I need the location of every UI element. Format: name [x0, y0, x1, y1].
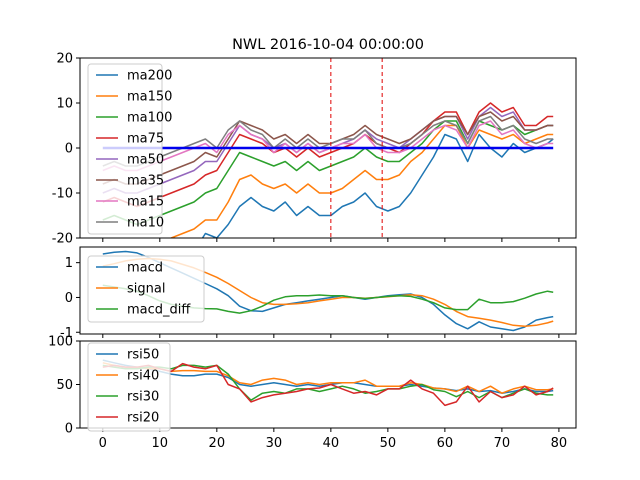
legend-box: [87, 342, 171, 432]
axes-frame: [79, 340, 577, 429]
y-tick-label: -20: [52, 232, 73, 247]
legend-label-rsi20: rsi20: [127, 411, 159, 426]
y-tick-label: 20: [56, 52, 73, 67]
legend-box: [87, 63, 163, 235]
series-line-rsi40: [102, 362, 554, 394]
subplot-2: -1 0 1 macd signal macd_diff: [60, 246, 577, 341]
y-tick-label: -1: [60, 326, 73, 341]
y-tick-label: 0: [65, 142, 73, 157]
legend: macd signal macd_diff: [87, 255, 205, 323]
legend-label-ma150: ma150: [127, 90, 172, 105]
x-tick-label: 20: [209, 436, 226, 451]
legend-label-ma15: ma15: [127, 195, 164, 210]
legend-label-rsi30: rsi30: [127, 390, 159, 405]
legend-label-ma35: ma35: [127, 174, 164, 189]
x-tick-label: 70: [494, 436, 511, 451]
plot-area: [102, 58, 554, 238]
y-tick-label: 50: [56, 378, 73, 393]
chart-title: NWL 2016-10-04 00:00:00: [232, 37, 424, 53]
x-tick-label: 80: [551, 436, 568, 451]
legend-label-signal: signal: [127, 282, 165, 297]
x-tick-label: 60: [437, 436, 454, 451]
legend-label-ma50: ma50: [127, 153, 164, 168]
legend-label-ma10: ma10: [127, 216, 164, 231]
y-tick-label: 100: [48, 335, 73, 350]
legend-label-ma200: ma200: [127, 69, 172, 84]
legend-label-ma100: ma100: [127, 111, 172, 126]
x-tick-label: 50: [380, 436, 397, 451]
axes-frame: [79, 246, 577, 335]
subplot-1: NWL 2016-10-04 00:00:00-20-1001020ma200m…: [52, 37, 577, 247]
legend-label-macd_diff: macd_diff: [127, 303, 191, 318]
plot-area: [102, 359, 554, 407]
y-tick-label: 0: [65, 291, 73, 306]
series-line-rsi20: [102, 362, 554, 407]
legend-label-macd: macd: [127, 261, 163, 276]
legend: ma200 ma150 ma100 ma75 ma50 ma35 ma15 ma10: [87, 63, 172, 235]
x-tick-label: 40: [323, 436, 340, 451]
x-tick-label: 30: [266, 436, 283, 451]
y-tick-label: 1: [65, 256, 73, 271]
x-tick-label: 0: [99, 436, 107, 451]
legend-label-ma75: ma75: [127, 132, 164, 147]
y-tick-label: -10: [52, 187, 73, 202]
legend-box: [87, 255, 205, 323]
series-line-ma15: [102, 120, 554, 172]
series-line-ma100: [102, 120, 554, 226]
axes-frame: [79, 57, 577, 239]
y-tick-label: 10: [56, 97, 73, 112]
legend-label-rsi40: rsi40: [127, 369, 159, 384]
x-tick-label: 10: [152, 436, 169, 451]
y-tick-label: 0: [65, 422, 73, 437]
legend: rsi50 rsi40 rsi30 rsi20: [87, 342, 171, 432]
legend-label-rsi50: rsi50: [127, 348, 159, 363]
